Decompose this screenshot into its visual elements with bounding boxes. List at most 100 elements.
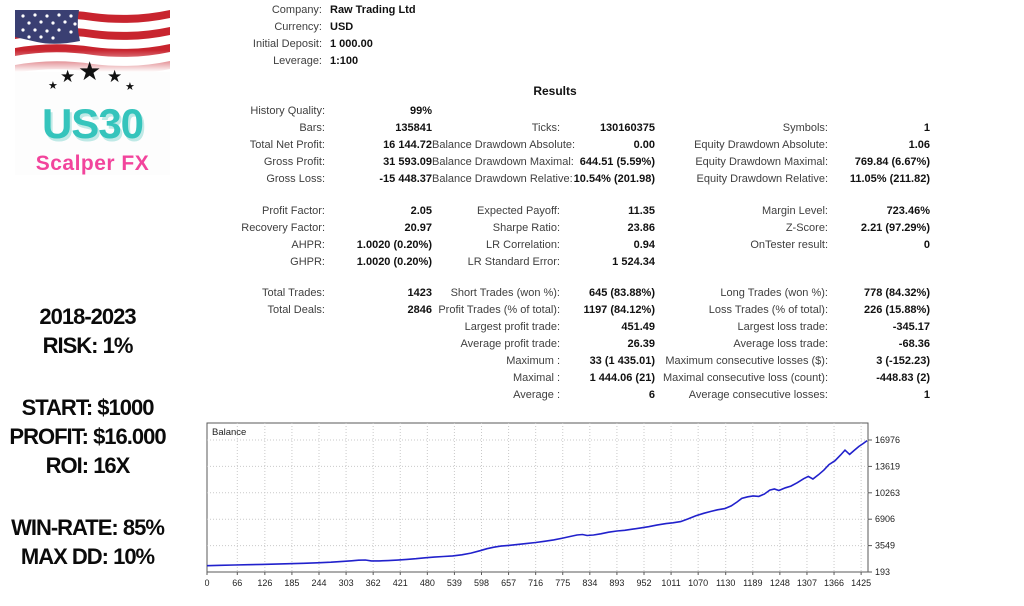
x-axis-label: 1070	[688, 578, 708, 588]
result-label: Gross Profit:	[263, 156, 325, 168]
x-axis-label: 657	[501, 578, 516, 588]
result-value: 130160375	[599, 122, 655, 134]
result-value	[325, 353, 432, 370]
result-label: Recovery Factor:	[241, 222, 325, 234]
result-label: OnTester result:	[750, 239, 828, 251]
result-value: 20.97	[404, 222, 432, 234]
x-axis-label: 775	[555, 578, 570, 588]
result-label: Average loss trade:	[733, 338, 828, 350]
results-row: Average profit trade: 26.39 Average loss t…	[205, 336, 930, 353]
x-axis-label: 1366	[824, 578, 844, 588]
result-value: 2.05	[410, 205, 432, 217]
x-axis-label: 1425	[851, 578, 871, 588]
result-label: Total Net Profit:	[249, 139, 325, 151]
result-label: Total Trades:	[262, 287, 325, 299]
result-value: 1.0020 (0.20%)	[356, 256, 432, 268]
us-flag-image	[15, 10, 170, 72]
result-label: LR Standard Error:	[467, 256, 560, 268]
result-label: Short Trades (won %):	[450, 287, 560, 299]
result-label	[205, 387, 325, 404]
result-value: 99%	[409, 105, 432, 117]
result-label: Largest loss trade:	[737, 321, 829, 333]
y-axis-label: 6906	[875, 514, 895, 524]
x-axis-label: 126	[257, 578, 272, 588]
logo-subtitle: Scalper FX	[35, 152, 150, 175]
results-row: Largest profit trade: 451.49 Largest loss …	[205, 319, 930, 336]
results-row: Gross Loss: -15 448.37 Balance Drawdown Re…	[205, 171, 930, 188]
result-value: 2846	[407, 304, 432, 316]
x-axis-label: 1248	[770, 578, 790, 588]
result-value: -345.17	[892, 321, 930, 333]
results-row: Total Trades: 1423 Short Trades (won %): 64…	[205, 285, 930, 302]
results-row: Profit Factor: 2.05 Expected Payoff: 11.35 M…	[205, 203, 930, 220]
result-label: AHPR:	[291, 239, 325, 251]
results-row: Maximum : 33 (1 435.01) Maximum consecutiv…	[205, 353, 930, 370]
x-axis-label: 1011	[661, 578, 680, 588]
result-label: Maximal :	[512, 372, 560, 384]
result-label: Expected Payoff:	[477, 205, 560, 217]
result-label: Balance Drawdown Maximal:	[432, 156, 574, 168]
star-icon: ★	[48, 80, 58, 92]
result-value: 1 444.06 (21)	[589, 372, 655, 384]
x-axis-label: 244	[311, 578, 326, 588]
logo: ★ ★ ★ ★ ★ US30 Scalper FX	[15, 10, 170, 175]
result-value: 16 144.72	[383, 139, 432, 151]
x-axis-label: 0	[205, 578, 210, 588]
result-value	[325, 319, 432, 336]
result-value: 1	[923, 389, 930, 401]
x-axis-label: 362	[366, 578, 381, 588]
results-row: Total Net Profit: 16 144.72 Balance Drawdo…	[205, 137, 930, 154]
star-icon: ★	[107, 67, 123, 86]
results-row: Total Deals: 2846 Profit Trades (% of tota…	[205, 302, 930, 319]
result-label: Loss Trades (% of total):	[708, 304, 828, 316]
result-label: Average profit trade:	[460, 338, 560, 350]
account-row: Company: Raw Trading Ltd	[205, 2, 416, 19]
result-value	[325, 370, 432, 387]
result-label: Largest profit trade:	[464, 321, 560, 333]
balance-curve	[206, 439, 868, 567]
account-row: Initial Deposit: 1 000.00	[205, 36, 416, 53]
result-value: 31 593.09	[383, 156, 432, 168]
promo-group: 2018-2023 RISK: 1%	[0, 302, 175, 360]
result-label: Ticks:	[531, 122, 560, 134]
result-value: 778 (84.32%)	[863, 287, 930, 299]
result-label: Profit Factor:	[262, 205, 325, 217]
result-value: 1	[923, 122, 930, 134]
result-label: Total Deals:	[267, 304, 325, 316]
result-value: 644.51 (5.59%)	[579, 156, 655, 168]
x-axis-label: 952	[636, 578, 651, 588]
result-label: GHPR:	[290, 256, 325, 268]
promo-stat: PROFIT: $16.000	[9, 424, 166, 449]
result-value: 135841	[395, 122, 432, 134]
x-axis-label: 480	[420, 578, 435, 588]
result-value: 6	[648, 389, 655, 401]
result-label: Average :	[513, 389, 560, 401]
results-row: Maximal : 1 444.06 (21) Maximal consecutiv…	[205, 370, 930, 387]
x-axis-label: 185	[284, 578, 299, 588]
plot-area	[206, 422, 869, 573]
chart-legend-label: Balance	[212, 427, 246, 438]
result-label: Long Trades (won %):	[720, 287, 828, 299]
result-value: -15 448.37	[379, 173, 432, 185]
promo-stat: MAX DD: 10%	[20, 544, 155, 569]
result-value: 723.46%	[886, 205, 930, 217]
result-label: Balance Drawdown Relative:	[432, 173, 573, 185]
account-label: Company:	[271, 4, 322, 16]
star-icon: ★	[78, 56, 102, 86]
result-label: Equity Drawdown Absolute:	[694, 139, 828, 151]
result-value: 0.94	[633, 239, 655, 251]
result-label: Symbols:	[782, 122, 828, 134]
result-value	[325, 387, 432, 404]
result-label: Maximum consecutive losses ($):	[665, 355, 828, 367]
x-axis-label: 716	[528, 578, 543, 588]
result-value: -68.36	[898, 338, 930, 350]
x-axis-label: 834	[582, 578, 597, 588]
result-label: Bars:	[299, 122, 325, 134]
result-label: Maximum :	[506, 355, 560, 367]
results-block: Profit Factor: 2.05 Expected Payoff: 11.35 M…	[205, 203, 930, 271]
promo-stat: WIN-RATE: 85%	[11, 515, 165, 540]
results-row: Recovery Factor: 20.97 Sharpe Ratio: 23.86 Z…	[205, 220, 930, 237]
x-axis-label: 1307	[797, 578, 817, 588]
result-value: 1 524.34	[612, 256, 655, 268]
x-axis-label: 893	[609, 578, 624, 588]
